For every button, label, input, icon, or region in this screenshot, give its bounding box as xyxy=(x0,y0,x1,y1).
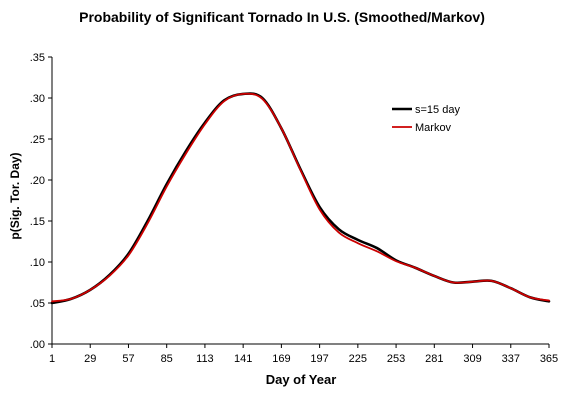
y-tick-label: .25 xyxy=(30,134,45,146)
x-tick-label: 337 xyxy=(502,353,520,365)
y-tick-label: .35 xyxy=(30,52,45,64)
x-tick-label: 253 xyxy=(387,353,405,365)
x-tick-label: 85 xyxy=(161,353,173,365)
series-lines xyxy=(50,92,551,305)
y-tick-label: .10 xyxy=(30,257,45,269)
x-tick-label: 169 xyxy=(272,353,290,365)
chart-title: Probability of Significant Tornado In U.… xyxy=(79,9,485,25)
x-tick-label: 29 xyxy=(84,353,96,365)
legend-label: Markov xyxy=(415,122,452,134)
x-tick-label: 365 xyxy=(540,353,558,365)
y-tick-label: .00 xyxy=(30,339,45,351)
x-tick-label: 225 xyxy=(349,353,367,365)
x-tick-label: 141 xyxy=(234,353,252,365)
x-tick-label: 281 xyxy=(425,353,443,365)
x-tick-label: 309 xyxy=(463,353,481,365)
axes: .00 .05 .10 .15 .20 .25 .30 .35 1 29 57 85 113 141 169… xyxy=(30,52,558,365)
series-line-markov xyxy=(51,92,550,303)
y-tick-label: .20 xyxy=(30,175,45,187)
x-tick-label: 197 xyxy=(310,353,328,365)
y-tick-label: .30 xyxy=(30,93,45,105)
x-tick-label: 57 xyxy=(122,353,134,365)
x-axis-label: Day of Year xyxy=(266,372,337,387)
series-line-s15-day xyxy=(50,92,551,305)
y-tick-label: .15 xyxy=(30,216,45,228)
legend: s=15 day Markov xyxy=(392,104,460,134)
y-tick-label: .05 xyxy=(30,298,45,310)
y-axis-label: p(Sig. Tor. Day) xyxy=(8,152,22,239)
legend-label: s=15 day xyxy=(415,104,460,116)
x-tick-label: 113 xyxy=(196,353,214,365)
x-tick-label: 1 xyxy=(49,353,55,365)
